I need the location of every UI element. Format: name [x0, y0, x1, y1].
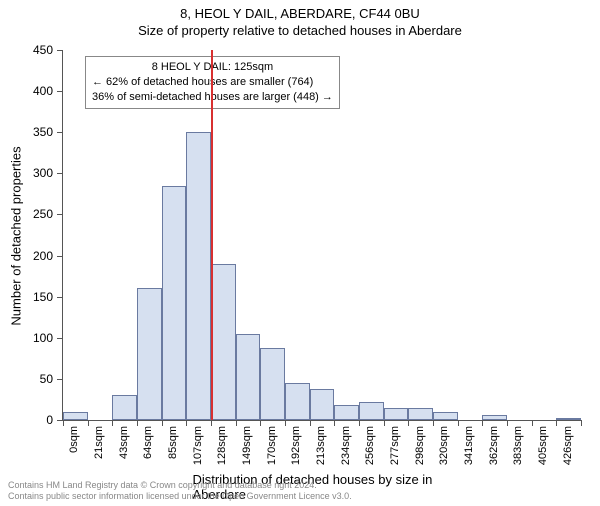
histogram-bar: [359, 402, 384, 420]
y-tick-label: 250: [33, 207, 53, 221]
histogram-bar: [186, 132, 211, 420]
x-tick: [260, 420, 261, 426]
x-tick-label: 64sqm: [142, 426, 154, 459]
x-tick: [112, 420, 113, 426]
x-tick: [285, 420, 286, 426]
histogram-bar: [482, 415, 507, 420]
histogram-bar: [211, 264, 236, 420]
x-tick-label: 128sqm: [216, 426, 228, 465]
y-tick: [57, 379, 63, 380]
x-tick-label: 405sqm: [537, 426, 549, 465]
page-title: 8, HEOL Y DAIL, ABERDARE, CF44 0BU: [0, 6, 600, 21]
x-tick: [334, 420, 335, 426]
x-tick: [310, 420, 311, 426]
footer-line2: Contains public sector information licen…: [8, 491, 352, 502]
x-tick: [137, 420, 138, 426]
y-tick-label: 150: [33, 290, 53, 304]
x-tick-label: 107sqm: [191, 426, 203, 465]
x-tick: [236, 420, 237, 426]
footer: Contains HM Land Registry data © Crown c…: [8, 480, 352, 503]
x-tick: [408, 420, 409, 426]
y-tick-label: 400: [33, 84, 53, 98]
histogram-bar: [334, 405, 359, 420]
x-tick-label: 21sqm: [93, 426, 105, 459]
histogram-bar: [285, 383, 310, 420]
histogram-bar: [260, 348, 285, 420]
histogram-bar: [408, 408, 433, 420]
plot-area: 8 HEOL Y DAIL: 125sqm ← 62% of detached …: [62, 50, 581, 421]
histogram-bar: [137, 288, 162, 420]
histogram-bar: [236, 334, 261, 420]
histogram-bar: [433, 412, 458, 420]
footer-line1: Contains HM Land Registry data © Crown c…: [8, 480, 352, 491]
x-tick-label: 383sqm: [512, 426, 524, 465]
histogram-bar: [63, 412, 88, 420]
x-tick: [63, 420, 64, 426]
marker-line: [211, 50, 213, 420]
histogram-bar: [162, 186, 187, 420]
y-tick-label: 50: [40, 372, 53, 386]
y-tick: [57, 173, 63, 174]
x-tick-label: 320sqm: [438, 426, 450, 465]
y-tick-label: 100: [33, 331, 53, 345]
x-tick-label: 85sqm: [167, 426, 179, 459]
y-tick: [57, 50, 63, 51]
x-tick-label: 170sqm: [265, 426, 277, 465]
x-tick: [88, 420, 89, 426]
y-tick: [57, 91, 63, 92]
x-tick-label: 256sqm: [364, 426, 376, 465]
y-tick: [57, 297, 63, 298]
histogram-bar: [384, 408, 409, 420]
x-tick: [458, 420, 459, 426]
x-tick: [359, 420, 360, 426]
x-tick-label: 149sqm: [241, 426, 253, 465]
x-tick-label: 277sqm: [389, 426, 401, 465]
y-tick-label: 450: [33, 43, 53, 57]
y-tick: [57, 338, 63, 339]
y-tick: [57, 214, 63, 215]
x-tick-label: 341sqm: [463, 426, 475, 465]
y-tick-label: 200: [33, 249, 53, 263]
x-tick-label: 0sqm: [68, 426, 80, 453]
chart-container: 8, HEOL Y DAIL, ABERDARE, CF44 0BU Size …: [0, 6, 600, 506]
histogram-bar: [112, 395, 137, 420]
x-tick: [556, 420, 557, 426]
x-tick: [384, 420, 385, 426]
x-tick: [581, 420, 582, 426]
x-tick: [507, 420, 508, 426]
x-tick-label: 426sqm: [561, 426, 573, 465]
x-tick: [162, 420, 163, 426]
y-tick: [57, 256, 63, 257]
x-tick-label: 213sqm: [315, 426, 327, 465]
y-tick: [57, 132, 63, 133]
x-tick: [532, 420, 533, 426]
x-tick: [211, 420, 212, 426]
x-tick-label: 298sqm: [413, 426, 425, 465]
x-tick: [482, 420, 483, 426]
x-tick-label: 362sqm: [487, 426, 499, 465]
x-tick: [433, 420, 434, 426]
x-tick-label: 43sqm: [117, 426, 129, 459]
y-tick-label: 0: [46, 413, 53, 427]
y-tick-label: 300: [33, 166, 53, 180]
histogram-bar: [556, 418, 581, 420]
histogram-bar: [310, 389, 335, 420]
y-axis-title: Number of detached properties: [9, 146, 24, 325]
x-tick-label: 234sqm: [339, 426, 351, 465]
x-tick: [186, 420, 187, 426]
x-tick-label: 192sqm: [290, 426, 302, 465]
subtitle: Size of property relative to detached ho…: [0, 23, 600, 38]
y-tick-label: 350: [33, 125, 53, 139]
